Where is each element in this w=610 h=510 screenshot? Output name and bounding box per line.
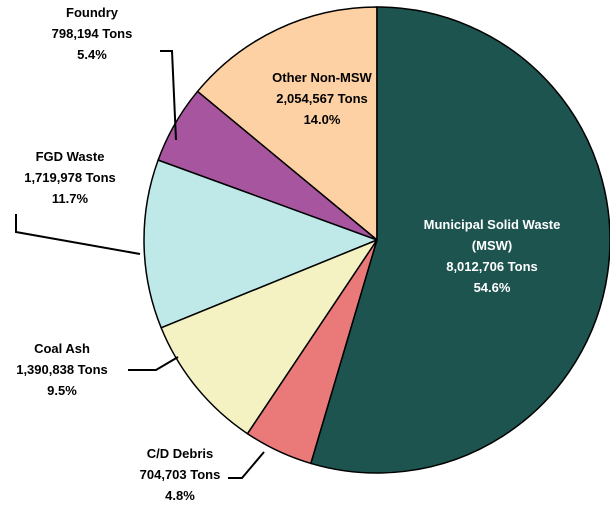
category-name: Municipal Solid Waste (MSW) <box>423 217 561 253</box>
leader-line <box>228 451 265 479</box>
value-label: 2,054,567 Tons <box>276 91 368 106</box>
category-name: C/D Debris <box>146 446 214 461</box>
leader-line <box>15 214 141 255</box>
slice-label: Municipal Solid Waste (MSW) 8,012,706 Ton… <box>412 214 572 298</box>
value-label: 798,194 Tons <box>51 26 133 41</box>
value-label: 704,703 Tons <box>139 467 221 482</box>
slice-label: Coal Ash 1,390,838 Tons 9.5% <box>0 338 127 401</box>
category-name: Other Non-MSW <box>272 70 372 85</box>
percent-label: 9.5% <box>47 383 77 398</box>
category-name: Coal Ash <box>34 341 90 356</box>
leader-line <box>128 356 179 371</box>
percent-label: 5.4% <box>77 47 107 62</box>
value-label: 8,012,706 Tons <box>446 259 538 274</box>
slice-label: FGD Waste 1,719,978 Tons 11.7% <box>5 146 135 209</box>
value-label: 1,719,978 Tons <box>24 170 116 185</box>
value-label: 1,390,838 Tons <box>16 362 108 377</box>
pie-slice <box>309 6 610 474</box>
slice-label: C/D Debris 704,703 Tons 4.8% <box>115 443 245 506</box>
pie-slice <box>160 238 379 435</box>
percent-label: 4.8% <box>165 488 195 503</box>
leader-line <box>160 50 177 141</box>
pie-slice <box>143 159 380 329</box>
percent-label: 14.0% <box>303 112 341 127</box>
percent-label: 11.7% <box>51 191 89 206</box>
category-name: Foundry <box>66 5 118 20</box>
slice-label: Foundry 798,194 Tons 5.4% <box>27 2 157 65</box>
percent-label: 54.6% <box>473 280 511 295</box>
slice-label: Other Non-MSW 2,054,567 Tons 14.0% <box>267 67 377 130</box>
category-name: FGD Waste <box>35 149 105 164</box>
pie-slice <box>196 6 378 242</box>
